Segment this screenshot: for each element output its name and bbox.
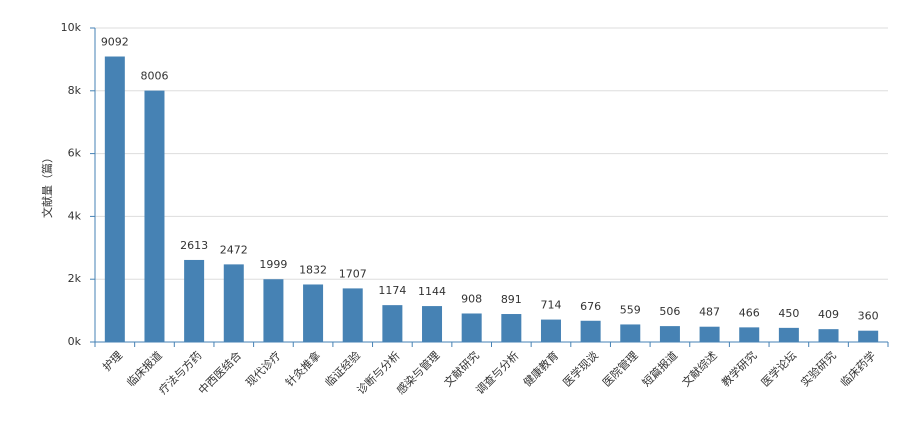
x-tick-label: 教学研究 (718, 348, 759, 389)
data-label: 9092 (101, 36, 129, 49)
bar (184, 259, 205, 342)
data-label: 360 (858, 310, 879, 323)
bar (501, 314, 522, 342)
x-tick-label: 实验研究 (798, 348, 839, 389)
data-label: 891 (501, 293, 522, 306)
y-tick-label: 8k (68, 84, 82, 97)
bar (620, 324, 641, 342)
data-label: 2472 (220, 243, 248, 256)
bar (858, 330, 879, 342)
data-label: 1707 (339, 267, 367, 280)
data-label: 487 (699, 306, 720, 319)
y-tick-label: 6k (68, 147, 82, 160)
y-axis-label: 文献量（篇） (40, 152, 54, 218)
x-tick-label: 文献研究 (441, 348, 482, 389)
bar (739, 327, 760, 342)
bar (104, 56, 125, 342)
bar (778, 327, 799, 342)
bar (818, 329, 839, 342)
bar (540, 319, 561, 342)
x-tick-label: 临证经验 (322, 348, 363, 389)
x-tick-label: 中西医结合 (195, 348, 244, 397)
x-tick-label: 临床药学 (837, 348, 878, 389)
bar (303, 284, 324, 342)
bar (342, 288, 363, 342)
bar (422, 306, 443, 342)
data-label: 1144 (418, 285, 446, 298)
x-tick-label: 健康教育 (520, 348, 561, 389)
x-tick-label: 短篇报道 (639, 348, 680, 389)
data-label: 676 (580, 300, 601, 313)
x-tick-label: 护理 (100, 348, 125, 373)
x-tick-label: 文献综述 (679, 348, 720, 389)
y-tick-label: 4k (68, 209, 82, 222)
data-label: 466 (739, 306, 760, 319)
data-label: 714 (540, 299, 561, 312)
data-label: 559 (620, 303, 641, 316)
x-tick-label: 感染与管理 (393, 348, 442, 397)
bar (699, 326, 720, 342)
x-tick-label: 医院管理 (600, 348, 641, 389)
bar (263, 279, 284, 342)
data-label: 450 (778, 307, 799, 320)
bar (580, 320, 601, 342)
bar (461, 313, 482, 342)
data-label: 1832 (299, 263, 327, 276)
data-label: 2613 (180, 239, 208, 252)
bar (144, 90, 165, 342)
bar (382, 305, 403, 342)
bar (659, 326, 680, 342)
y-tick-label: 0k (68, 335, 82, 348)
data-label: 1999 (259, 258, 287, 271)
data-label: 8006 (140, 70, 168, 83)
x-tick-label: 针灸推拿 (282, 348, 323, 389)
x-tick-label: 医学现谈 (560, 348, 601, 389)
y-tick-label: 2k (68, 272, 82, 285)
data-label: 1174 (378, 284, 406, 297)
y-tick-label: 10k (61, 21, 82, 34)
x-tick-label: 医学论坛 (758, 348, 799, 389)
bar (223, 264, 244, 342)
x-tick-label: 调查与分析 (473, 348, 522, 397)
x-tick-label: 临床报道 (124, 348, 165, 389)
data-label: 506 (659, 305, 680, 318)
data-label: 908 (461, 292, 482, 305)
x-tick-label: 现代诊疗 (243, 348, 284, 389)
data-label: 409 (818, 308, 839, 321)
